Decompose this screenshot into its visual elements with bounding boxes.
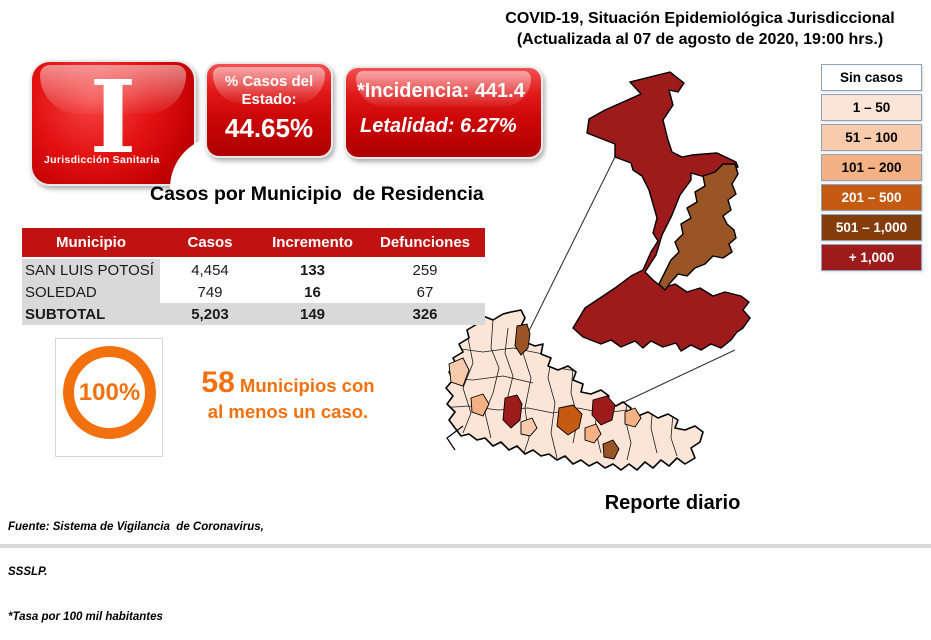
patch-slp-small (502, 394, 523, 429)
incidence-card: *Incidencia: 441.4 Letalidad: 6.27% (344, 66, 543, 159)
cell-defunciones: 259 (412, 261, 438, 279)
table-row: SOLEDAD 749 16 67 (22, 281, 485, 303)
coverage-line2: al menos un caso. (207, 401, 369, 422)
source-footer: Fuente: Sistema de Vigilancia de Coronav… (8, 490, 264, 640)
bottom-edge-bar (0, 544, 931, 548)
municipality-san-luis-potosi-shape (572, 71, 751, 352)
jurisdiction-numeral: I (89, 58, 137, 176)
coverage-caption-line1: 58 Municipios con (192, 368, 384, 400)
lethality-value: Letalidad: 6.27% (360, 115, 517, 137)
patch-light-municipality-west (448, 357, 470, 387)
col-header-municipio: Municipio (22, 228, 160, 259)
state-percentage-card: % Casos del Estado: 44.65% (205, 62, 333, 158)
report-title-line1: COVID-19, Situación Epidemiológica Juris… (505, 10, 895, 27)
cell-defunciones: 67 (416, 283, 434, 301)
footer-rate-note: *Tasa por 100 mil habitantes (8, 611, 163, 623)
report-title-line2: (Actualizada al 07 de agosto de 2020, 19… (516, 31, 884, 48)
legend-label: 101 – 200 (841, 160, 902, 175)
legend-item-51-100: 51 – 100 (821, 124, 922, 151)
legend-label: + 1,000 (848, 250, 895, 265)
legend-label: 201 – 500 (841, 190, 902, 205)
report-type-label: Reporte diario (604, 492, 741, 514)
jurisdiction-detail-map (572, 71, 751, 352)
patch-light-municipality-center (520, 417, 538, 437)
cell-casos: 4,454 (191, 261, 229, 279)
pct-label-line1: % Casos del (224, 73, 314, 90)
coverage-ring-value: 100% (78, 378, 141, 406)
legend-item-101-200: 101 – 200 (821, 154, 922, 181)
boundary-spur-southwest (446, 425, 464, 451)
cell-casos: 5,203 (160, 303, 260, 325)
state-overview-map (445, 309, 704, 471)
cases-table: Municipio Casos Incremento Defunciones S… (22, 228, 485, 325)
patch-peach-municipality-west (470, 393, 490, 417)
cell-defunciones: 326 (365, 303, 485, 325)
legend-label: Sin casos (839, 70, 904, 85)
table-row: SAN LUIS POTOSÍ 4,454 133 259 (22, 258, 485, 281)
cell-municipio: SUBTOTAL (22, 303, 160, 325)
cell-incremento: 149 (260, 303, 365, 325)
table-header-row: Municipio Casos Incremento Defunciones (22, 228, 485, 259)
coverage-ring: 100% (63, 346, 156, 439)
legend-item-sin-casos: Sin casos (821, 64, 922, 91)
state-outline (445, 309, 704, 471)
col-header-casos: Casos (160, 228, 260, 259)
coverage-ring-panel: 100% (55, 338, 163, 457)
legend-item-1000-plus: + 1,000 (821, 244, 922, 271)
section-title: Casos por Municipio de Residencia (150, 183, 484, 205)
patch-peach-municipality-south (584, 423, 602, 444)
coverage-line1-rest: Municipios con (234, 375, 375, 396)
cell-municipio: SAN LUIS POTOSÍ (22, 258, 160, 281)
col-header-incremento: Incremento (260, 228, 365, 259)
incidence-value: *Incidencia: 441.4 (357, 80, 525, 102)
cell-incremento: 133 (299, 261, 326, 279)
legend-label: 1 – 50 (852, 100, 891, 115)
patch-brown-municipality-southeast (602, 439, 620, 460)
patch-orange-municipality (556, 404, 583, 436)
footer-source-line1: Fuente: Sistema de Vigilancia de Coronav… (8, 521, 264, 533)
legend-item-501-1000: 501 – 1,000 (821, 214, 922, 241)
cell-incremento: 16 (304, 283, 321, 301)
legend-item-1-50: 1 – 50 (821, 94, 922, 121)
cell-casos: 749 (197, 283, 223, 301)
coverage-caption: 58 Municipios con al menos un caso. (192, 368, 384, 424)
pct-value: 44.65% (224, 113, 314, 143)
municipality-soledad-shape (658, 163, 739, 291)
legend-item-201-500: 201 – 500 (821, 184, 922, 211)
coverage-count: 58 (201, 366, 235, 399)
table-subtotal-row: SUBTOTAL 5,203 149 326 (22, 303, 485, 325)
footer-source-line2: SSSLP. (8, 566, 48, 578)
choropleth-legend: Sin casos 1 – 50 51 – 100 101 – 200 201 … (821, 64, 922, 274)
col-header-defunciones: Defunciones (365, 228, 485, 259)
cell-municipio: SOLEDAD (22, 281, 160, 303)
legend-label: 51 – 100 (845, 130, 898, 145)
pct-label-line2: Estado: (241, 91, 297, 108)
jurisdiction-label: Jurisdicción Sanitaria (44, 154, 160, 166)
legend-label: 501 – 1,000 (835, 220, 908, 235)
jurisdiction-badge: I Jurisdicción Sanitaria (30, 58, 196, 186)
report-title: COVID-19, Situación Epidemiológica Juris… (475, 8, 925, 50)
